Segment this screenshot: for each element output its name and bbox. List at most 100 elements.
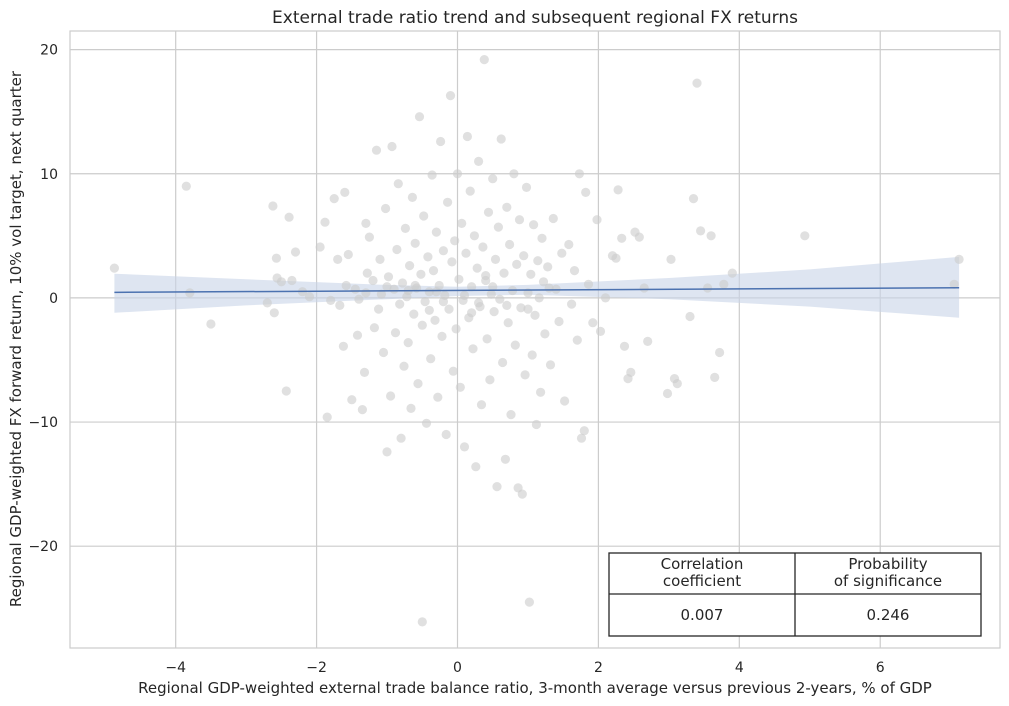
data-point xyxy=(685,311,695,322)
data-point xyxy=(271,253,281,263)
data-point xyxy=(543,262,553,272)
data-point xyxy=(320,217,330,227)
data-point xyxy=(545,360,556,370)
data-point xyxy=(406,403,416,413)
data-point xyxy=(540,329,550,339)
data-point xyxy=(419,211,429,221)
data-point xyxy=(703,283,713,293)
table-value: 0.007 xyxy=(681,606,724,624)
data-point xyxy=(409,309,419,319)
data-point xyxy=(454,274,464,284)
data-point xyxy=(421,418,432,428)
data-point xyxy=(465,186,475,196)
data-point xyxy=(206,319,216,329)
data-point xyxy=(359,367,370,377)
x-axis-label: Regional GDP-weighted external trade bal… xyxy=(138,679,932,697)
data-point xyxy=(450,236,460,246)
data-point xyxy=(416,269,426,279)
data-point xyxy=(383,272,394,282)
data-point xyxy=(343,249,353,260)
data-point xyxy=(455,382,465,392)
data-point xyxy=(357,405,367,415)
data-point xyxy=(534,293,544,303)
data-point xyxy=(516,303,526,313)
data-point xyxy=(548,213,558,224)
data-point xyxy=(474,298,484,308)
data-point xyxy=(424,305,434,315)
data-point xyxy=(396,433,406,443)
data-point xyxy=(490,254,501,264)
data-point xyxy=(574,169,585,179)
data-point xyxy=(361,218,371,228)
data-point xyxy=(335,300,345,310)
data-point xyxy=(472,263,482,273)
data-point xyxy=(447,257,457,267)
data-point xyxy=(457,218,467,228)
data-point xyxy=(506,410,516,420)
data-point xyxy=(390,328,401,338)
data-point xyxy=(592,215,602,225)
x-tick-label: −4 xyxy=(165,660,186,676)
data-point xyxy=(517,489,527,499)
data-point xyxy=(382,282,392,292)
data-point xyxy=(954,254,964,264)
data-point xyxy=(672,379,682,389)
data-point xyxy=(613,185,623,195)
data-point xyxy=(481,275,491,286)
data-point xyxy=(581,187,591,197)
x-tick-label: 6 xyxy=(876,660,885,676)
data-point xyxy=(531,419,542,430)
data-point xyxy=(276,277,286,287)
data-point xyxy=(443,197,453,207)
y-axis-label: Regional GDP-weighted FX forward return,… xyxy=(7,70,25,607)
data-point xyxy=(424,287,434,297)
data-point xyxy=(706,231,716,241)
data-point xyxy=(639,283,649,293)
data-point xyxy=(426,354,436,364)
data-point xyxy=(185,288,195,298)
plot-background xyxy=(70,31,1000,648)
data-point xyxy=(564,239,574,250)
data-point xyxy=(509,169,519,179)
data-point xyxy=(181,181,191,191)
y-tick-label: 10 xyxy=(40,167,58,183)
y-tick-label: 20 xyxy=(40,43,58,59)
y-tick-label: −20 xyxy=(28,539,58,555)
y-tick-label: 0 xyxy=(49,291,58,307)
data-point xyxy=(347,395,357,405)
data-point xyxy=(617,233,627,243)
data-point xyxy=(461,248,471,258)
data-point xyxy=(710,372,720,382)
data-point xyxy=(304,292,315,302)
data-point xyxy=(560,396,570,406)
data-point xyxy=(493,222,503,232)
table-header: of significance xyxy=(834,572,942,590)
data-point xyxy=(567,299,577,309)
data-point xyxy=(392,244,402,255)
y-tick-labels: −20 −10 0 10 20 xyxy=(28,43,58,556)
data-point xyxy=(405,261,415,271)
data-point xyxy=(949,279,959,289)
regression-line xyxy=(114,286,960,294)
data-point xyxy=(500,454,510,464)
data-point xyxy=(688,194,699,204)
confidence-band-layer xyxy=(114,256,960,318)
data-point xyxy=(459,442,470,452)
data-point xyxy=(495,294,505,304)
x-tick-label: 0 xyxy=(453,660,462,676)
data-point xyxy=(588,318,598,328)
data-point xyxy=(284,212,294,222)
data-point xyxy=(445,91,456,101)
data-point xyxy=(333,254,343,264)
data-point xyxy=(374,304,384,314)
data-point xyxy=(436,136,446,147)
data-point xyxy=(576,433,587,443)
data-point xyxy=(381,203,391,214)
data-point xyxy=(692,78,702,88)
data-point xyxy=(626,367,636,377)
data-point xyxy=(462,131,472,142)
confidence-band xyxy=(114,256,960,318)
data-point xyxy=(376,289,386,299)
data-point xyxy=(634,232,644,242)
